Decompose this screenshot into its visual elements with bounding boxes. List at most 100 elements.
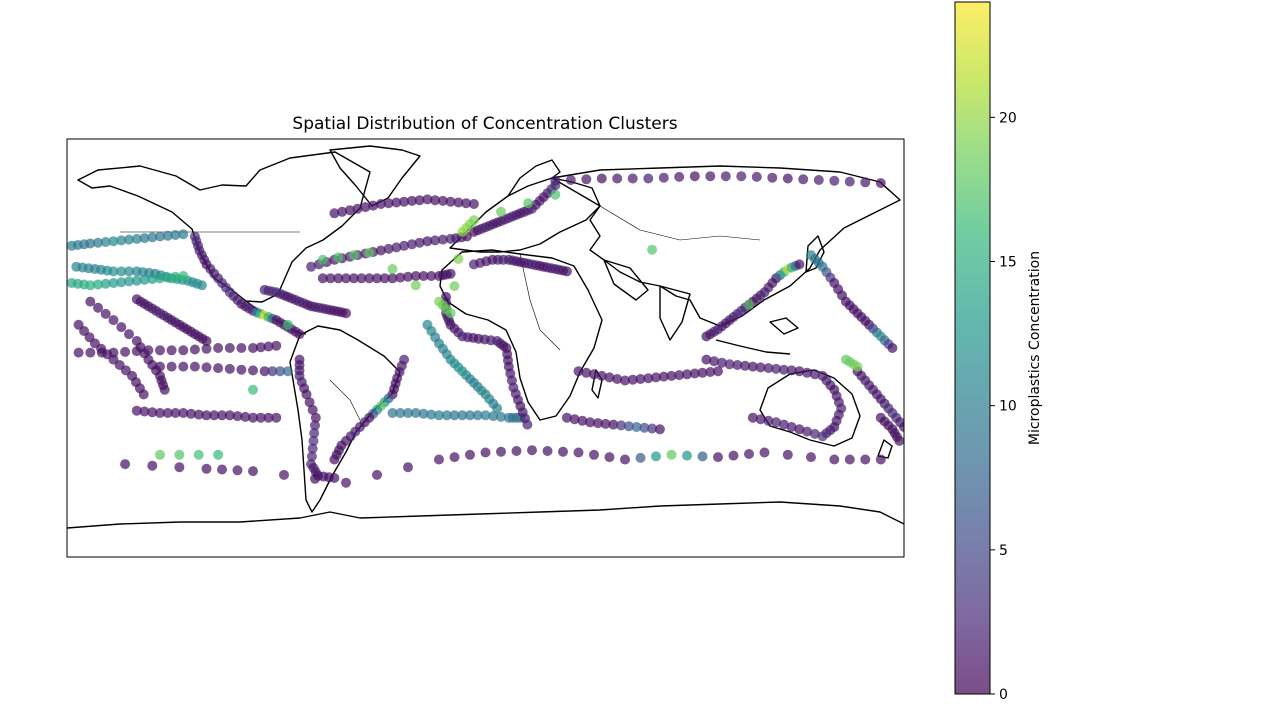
- data-point: [732, 360, 743, 370]
- data-point: [341, 477, 351, 488]
- data-point: [410, 271, 421, 281]
- data-point: [310, 420, 320, 431]
- data-point: [604, 452, 615, 463]
- data-point: [666, 370, 677, 381]
- data-point: [829, 175, 840, 186]
- data-point: [375, 199, 386, 209]
- data-point: [569, 414, 580, 425]
- data-point: [201, 410, 212, 421]
- scatter-points: [67, 171, 904, 488]
- data-point: [271, 412, 282, 423]
- data-point: [93, 302, 103, 313]
- data-point: [635, 452, 646, 463]
- data-point: [178, 229, 189, 240]
- data-point: [592, 418, 603, 429]
- data-point: [147, 460, 158, 471]
- data-point: [341, 273, 351, 284]
- data-point: [189, 344, 200, 355]
- data-point: [387, 273, 398, 284]
- data-point: [434, 410, 444, 421]
- data-point: [437, 195, 448, 206]
- data-point: [627, 173, 638, 184]
- data-point: [875, 178, 886, 189]
- data-point: [410, 408, 421, 418]
- data-point: [139, 274, 150, 285]
- data-point: [147, 407, 158, 418]
- data-point: [744, 449, 754, 459]
- data-point: [596, 370, 607, 381]
- data-point: [786, 365, 797, 376]
- data-point: [162, 272, 173, 283]
- data-point: [108, 278, 119, 288]
- data-point: [480, 447, 491, 458]
- data-point: [798, 174, 809, 185]
- data-point: [573, 447, 584, 458]
- data-point: [492, 403, 503, 414]
- data-point: [147, 232, 158, 243]
- data-point: [457, 410, 468, 421]
- data-point: [124, 276, 134, 287]
- data-point: [674, 171, 685, 182]
- data-point: [794, 366, 805, 377]
- data-point: [155, 408, 165, 418]
- data-point: [279, 469, 289, 480]
- data-point: [782, 449, 793, 460]
- data-point: [201, 362, 212, 373]
- data-point: [108, 315, 119, 326]
- data-point: [894, 435, 904, 446]
- data-point: [829, 454, 840, 465]
- data-point: [585, 417, 596, 428]
- data-point: [406, 239, 417, 250]
- data-point: [542, 446, 553, 456]
- data-point: [577, 415, 588, 426]
- data-point: [356, 273, 367, 284]
- data-point: [550, 175, 561, 186]
- data-point: [159, 384, 170, 395]
- data-point: [248, 412, 258, 423]
- data-point: [364, 247, 375, 258]
- colorbar-tick-label: 15: [999, 255, 1017, 271]
- data-point: [643, 173, 654, 184]
- data-point: [108, 266, 119, 277]
- data-point: [794, 424, 805, 435]
- data-point: [174, 462, 185, 473]
- data-point: [329, 473, 340, 483]
- data-point: [333, 273, 344, 284]
- data-point: [317, 273, 328, 284]
- data-point: [527, 445, 537, 456]
- data-point: [523, 198, 534, 209]
- data-point: [612, 374, 623, 384]
- data-point: [166, 361, 177, 372]
- data-point: [581, 367, 592, 378]
- data-point: [348, 250, 359, 261]
- data-point: [139, 406, 150, 417]
- data-point: [93, 279, 103, 290]
- data-point: [406, 195, 417, 206]
- data-point: [755, 414, 766, 425]
- data-point: [767, 172, 778, 183]
- data-point: [651, 372, 661, 383]
- data-point: [282, 319, 293, 330]
- data-point: [794, 259, 805, 270]
- data-point: [201, 343, 212, 354]
- data-point: [155, 449, 165, 460]
- data-point: [85, 280, 96, 291]
- data-point: [391, 197, 402, 208]
- data-point: [465, 449, 475, 460]
- data-point: [116, 277, 127, 288]
- data-point: [418, 408, 429, 419]
- data-point: [147, 274, 158, 285]
- data-point: [248, 466, 258, 477]
- data-point: [647, 244, 658, 255]
- data-point: [724, 359, 735, 370]
- data-point: [449, 452, 460, 463]
- data-point: [352, 203, 363, 214]
- data-point: [372, 469, 382, 480]
- map-frame: [66, 138, 905, 558]
- data-point: [100, 308, 111, 319]
- data-point: [558, 446, 568, 457]
- data-point: [282, 366, 293, 377]
- data-point: [344, 205, 355, 216]
- data-point: [437, 234, 448, 245]
- data-point: [178, 361, 189, 372]
